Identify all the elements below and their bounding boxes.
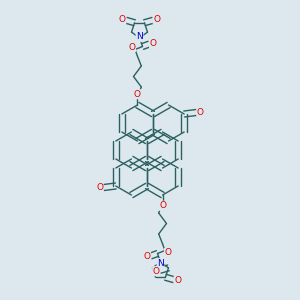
Text: O: O — [197, 108, 204, 117]
Text: O: O — [143, 252, 151, 261]
Text: O: O — [96, 183, 103, 192]
Text: N: N — [136, 32, 143, 41]
Text: O: O — [174, 276, 181, 285]
Text: N: N — [157, 259, 164, 268]
Text: O: O — [164, 248, 172, 257]
Text: O: O — [119, 15, 126, 24]
Text: O: O — [153, 15, 160, 24]
Text: O: O — [153, 267, 160, 276]
Text: O: O — [149, 39, 157, 48]
Text: O: O — [128, 43, 136, 52]
Text: O: O — [159, 201, 166, 210]
Text: O: O — [134, 90, 141, 99]
